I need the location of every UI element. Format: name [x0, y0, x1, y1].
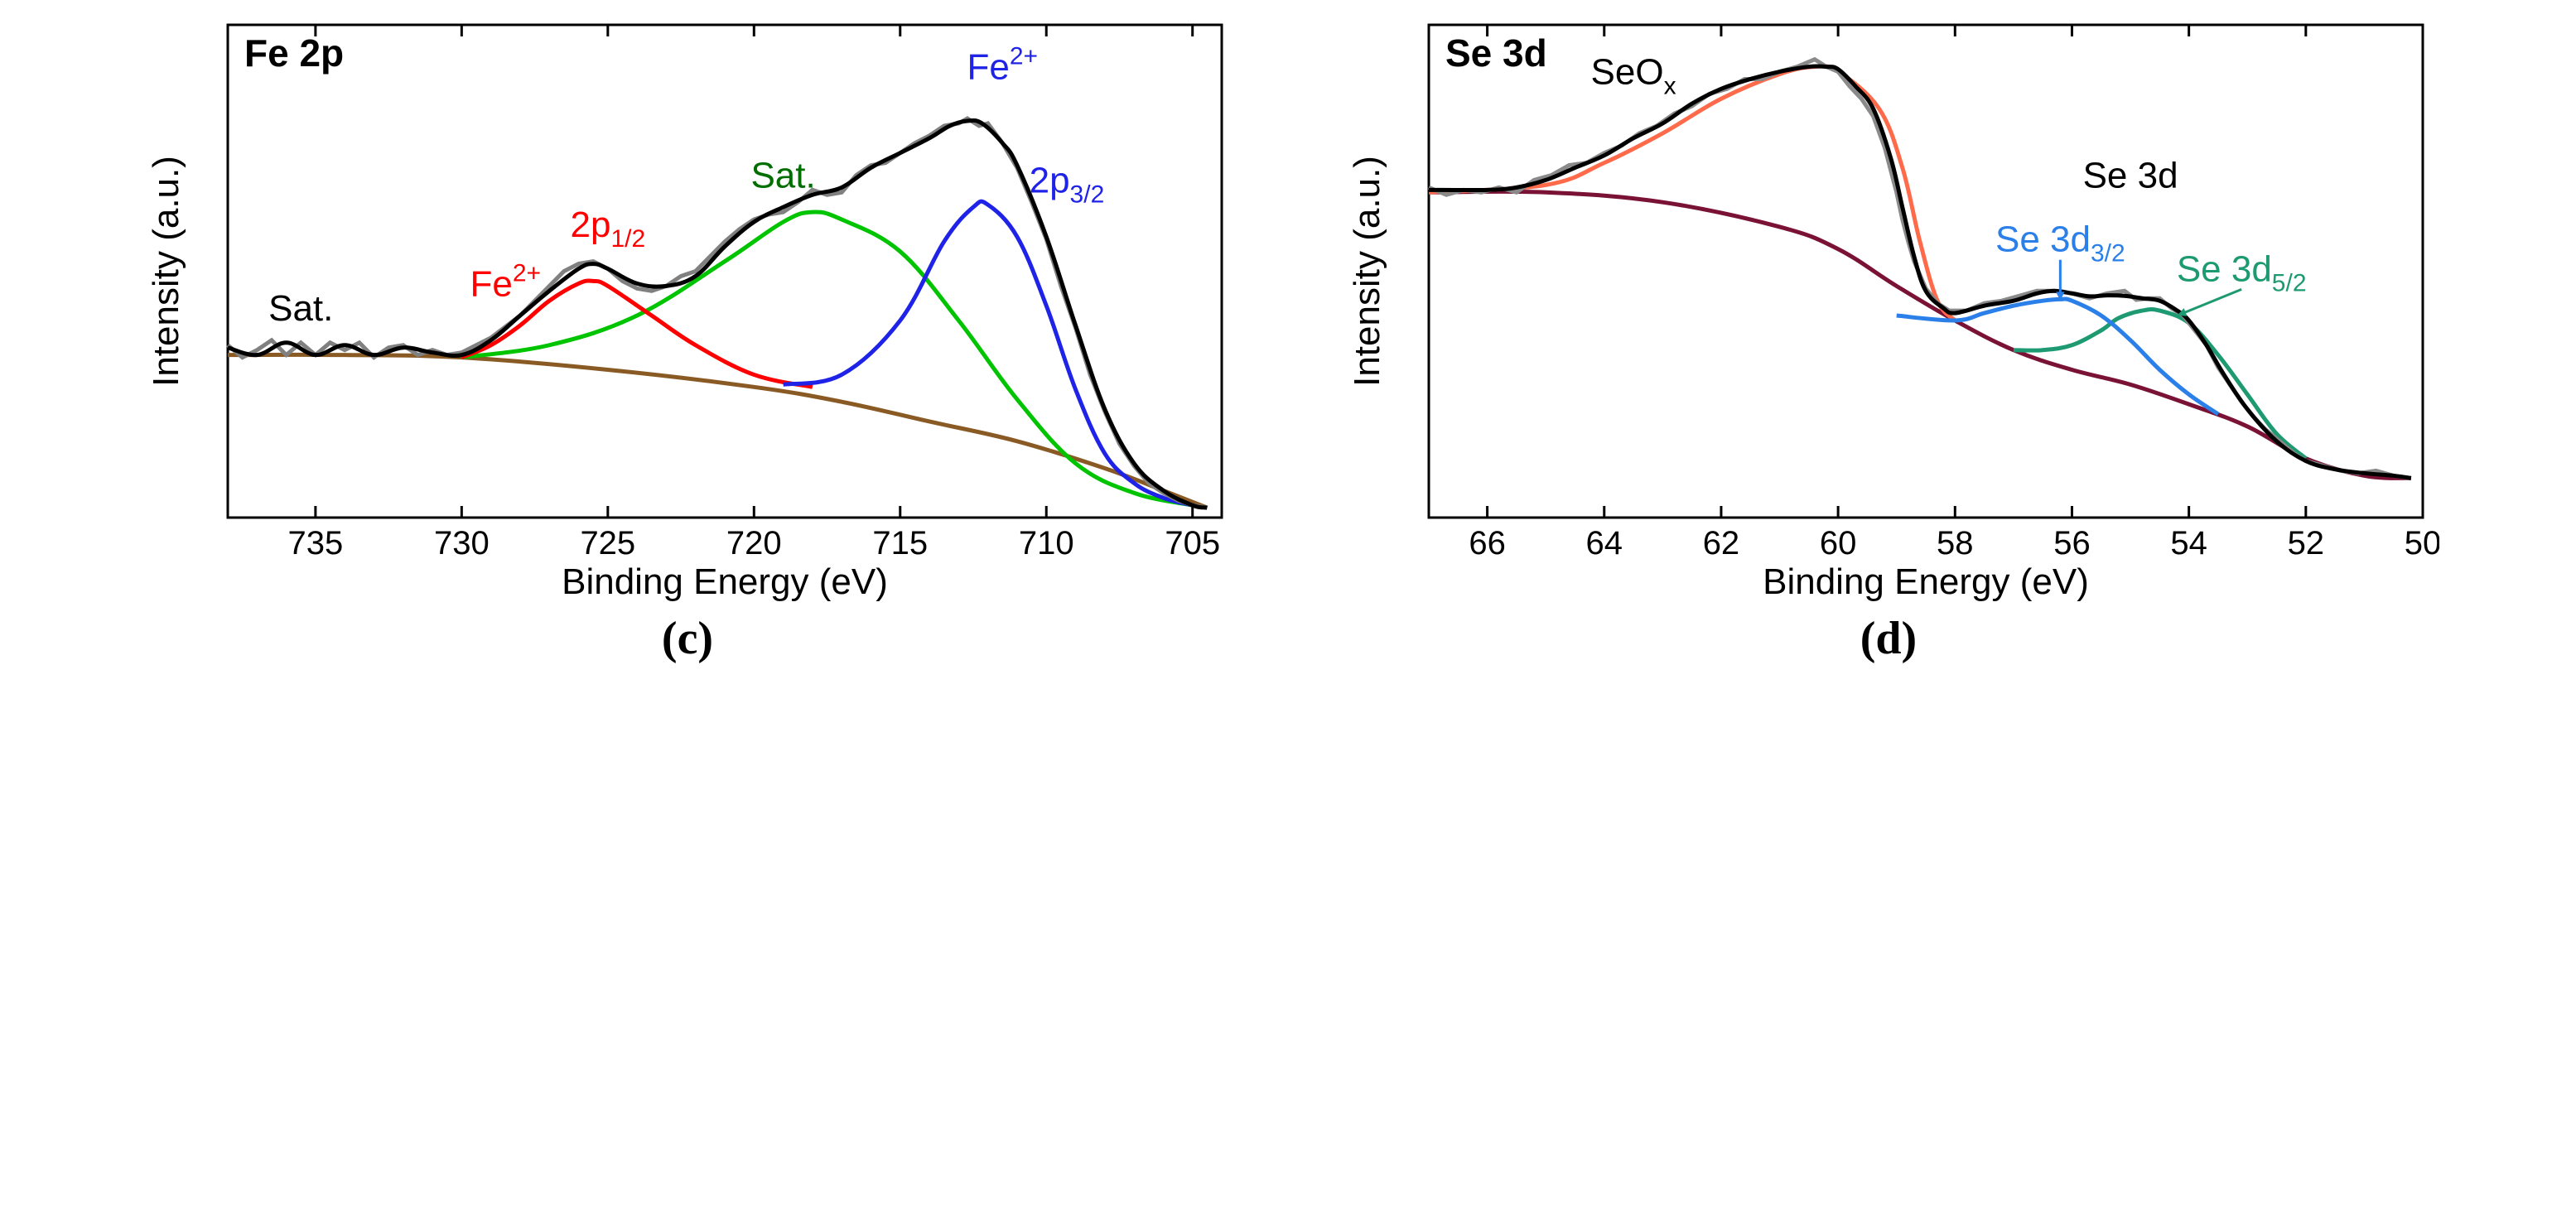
- panel-d-wrapper: 66 64 62 60 58 56 54 52 50 Binding Energy (eV) Int…: [1338, 17, 2439, 665]
- panel-c-series-bg: [228, 354, 1207, 508]
- panel-d-annotation-3: Se 3d5/2: [2177, 248, 2307, 316]
- panel-c-annotation-5: 2p3/2: [1030, 160, 1105, 208]
- panel-c-plot-border: [228, 25, 1222, 518]
- panel-d-annotation-1: Se 3d: [2083, 155, 2178, 195]
- panel-c-title: Fe 2p: [244, 31, 344, 75]
- panel-c: 735 730 725 720 715 710 705 Binding Energy (eV)…: [137, 17, 1238, 609]
- panel-d-annotation-text: SeOx: [1591, 51, 1676, 99]
- panel-d-title: Se 3d: [1445, 31, 1547, 75]
- panel-d-ylabel: Intensity (a.u.): [1347, 156, 1387, 387]
- panel-d-xtick-label: 58: [1937, 525, 1974, 561]
- panel-c-annotation-text: Sat.: [750, 155, 815, 195]
- subcaption-d: (d): [1860, 612, 1917, 665]
- panel-c-annotation-1: Fe2+: [470, 259, 542, 304]
- panel-c-annotation-text: 2p1/2: [570, 205, 645, 253]
- panel-d-annotation-arrow: [2178, 289, 2242, 316]
- panel-c-xtick-label: 735: [288, 525, 344, 561]
- panel-c-annotation-3: Sat.: [750, 155, 815, 195]
- panel-c-annotation-text: Fe2+: [967, 42, 1039, 87]
- panel-c-xtick-label: 730: [434, 525, 490, 561]
- subcaption-c: (c): [662, 612, 713, 665]
- panel-d-xtick-label: 62: [1703, 525, 1740, 561]
- panel-c-annotation-text: 2p3/2: [1030, 160, 1105, 208]
- panel-c-xlabel: Binding Energy (eV): [562, 561, 888, 602]
- panel-c-xtick-label: 710: [1019, 525, 1074, 561]
- panel-d-xtick-label: 50: [2405, 525, 2439, 561]
- panel-d-xtick-label: 56: [2053, 525, 2091, 561]
- panel-d-xtick-label: 52: [2288, 525, 2325, 561]
- panel-c-svg: 735 730 725 720 715 710 705 Binding Energy (eV)…: [137, 17, 1238, 605]
- panel-c-xtick-label: 725: [580, 525, 635, 561]
- panel-c-ylabel: Intensity (a.u.): [146, 156, 186, 387]
- panel-c-annotation-text: Fe2+: [470, 259, 542, 304]
- panel-d-xtick-label: 54: [2170, 525, 2207, 561]
- panel-c-xtick-label: 720: [726, 525, 782, 561]
- panel-c-xtick-label: 715: [872, 525, 928, 561]
- panel-d-annotation-2: Se 3d3/2: [1995, 219, 2125, 301]
- figure-row: 735 730 725 720 715 710 705 Binding Energy (eV)…: [0, 0, 2576, 673]
- panel-d-xtick-label: 66: [1469, 525, 1506, 561]
- panel-c-wrapper: 735 730 725 720 715 710 705 Binding Energy (eV)…: [137, 17, 1238, 665]
- panel-d-xlabel: Binding Energy (eV): [1763, 561, 2089, 602]
- panel-d: 66 64 62 60 58 56 54 52 50 Binding Energy (eV) Int…: [1338, 17, 2439, 609]
- panel-d-svg: 66 64 62 60 58 56 54 52 50 Binding Energy (eV) Int…: [1338, 17, 2439, 605]
- panel-d-xtick-label: 60: [1820, 525, 1857, 561]
- panel-c-xtick-label: 705: [1165, 525, 1220, 561]
- panel-d-xtick-label: 64: [1586, 525, 1623, 561]
- panel-d-annotation-0: SeOx: [1591, 51, 1676, 99]
- panel-c-annotation-text: Sat.: [268, 288, 333, 329]
- panel-d-annotation-text: Se 3d: [2083, 155, 2178, 195]
- panel-c-annotation-2: 2p1/2: [570, 205, 645, 253]
- panel-c-annotation-0: Sat.: [268, 288, 333, 329]
- panel-c-annotation-4: Fe2+: [967, 42, 1039, 87]
